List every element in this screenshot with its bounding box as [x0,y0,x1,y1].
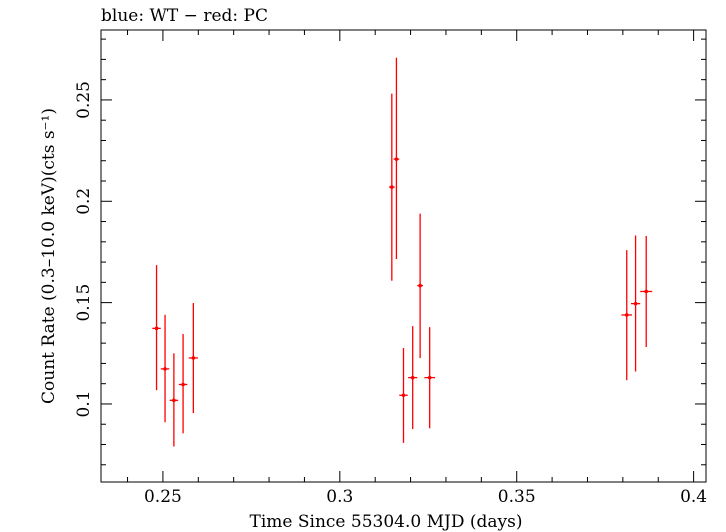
point-marker [644,289,649,294]
point-marker [394,157,399,161]
point-marker [418,283,422,288]
point-marker [624,313,629,317]
data-point [393,57,400,260]
y-tick-label: 0.1 [74,390,94,417]
data-point [188,303,198,414]
x-tick-label: 0.25 [144,487,182,507]
x-tick-label: 0.35 [498,487,536,507]
x-tick-label: 0.3 [326,487,353,507]
axis-tick-labels: 0.25 0.3 0.35 0.4 0.1 0.15 0.2 0.25 [74,81,707,507]
data-point [630,235,641,372]
data-point [388,93,395,281]
y-tick-label: 0.2 [74,188,94,215]
data-points [152,57,653,447]
data-point [399,348,408,443]
data-point [152,265,161,391]
data-point [160,314,170,423]
plot-frame [100,29,707,483]
point-marker [427,375,432,380]
data-point [178,334,188,434]
y-axis-label: Count Rate (0.3–10.0 keV)(cts s⁻¹) [39,108,59,404]
point-marker [390,185,394,189]
point-marker [633,301,638,306]
point-marker [154,326,159,331]
x-tick-label: 0.4 [680,487,707,507]
data-point [621,250,633,381]
point-marker [172,398,176,403]
y-tick-label: 0.25 [74,81,94,119]
data-point [640,235,653,348]
point-marker [181,382,185,387]
point-marker [163,367,167,371]
data-point [169,353,179,447]
x-axis-label: Time Since 55304.0 MJD (days) [250,512,523,532]
point-marker [410,375,415,380]
data-point [408,326,418,430]
data-point [424,327,435,429]
data-point [417,213,423,359]
point-marker [401,393,406,398]
axis-ticks [101,30,706,482]
y-tick-label: 0.15 [74,284,94,322]
point-marker [191,356,196,360]
chart-title: blue: WT − red: PC [101,6,268,26]
